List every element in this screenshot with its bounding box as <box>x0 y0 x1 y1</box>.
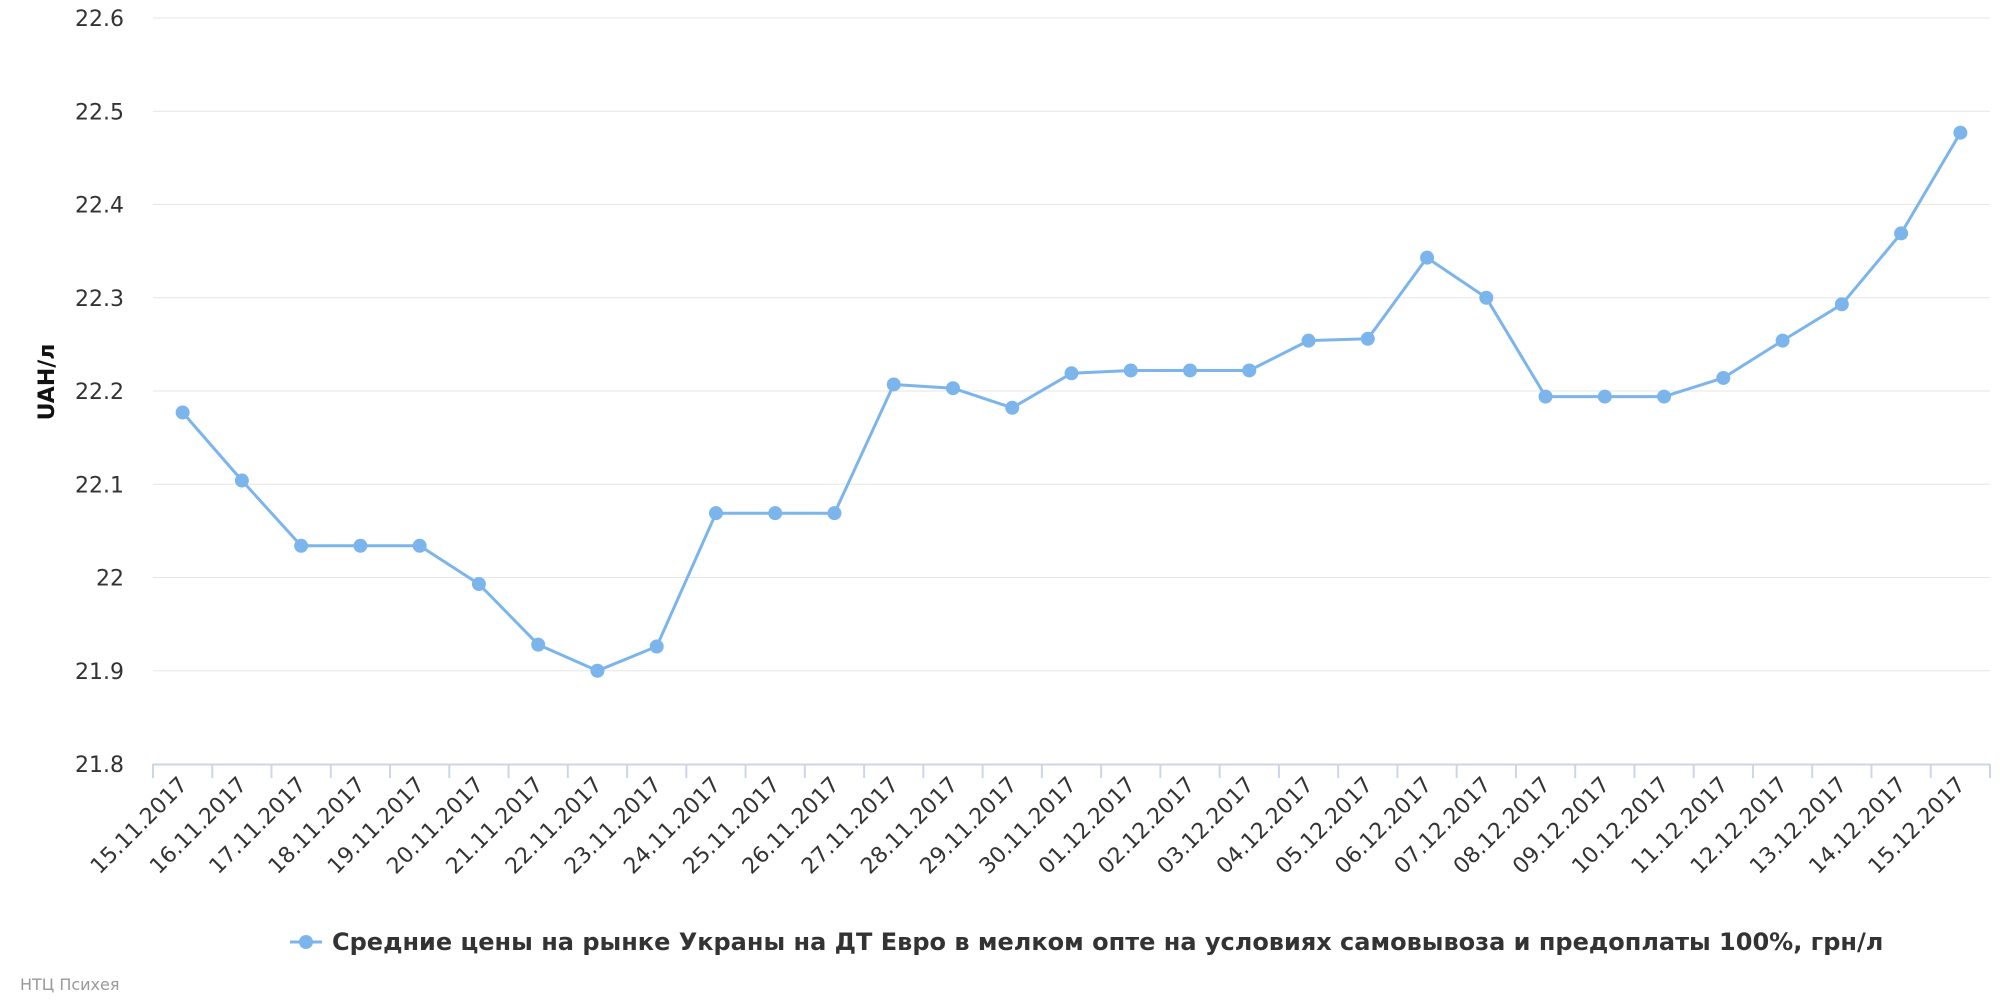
data-point[interactable] <box>649 639 664 654</box>
y-tick-label: 22.2 <box>75 380 124 405</box>
data-point[interactable] <box>234 473 249 488</box>
data-point[interactable] <box>1479 290 1494 305</box>
y-tick-label: 21.9 <box>75 660 124 685</box>
data-point[interactable] <box>412 538 427 553</box>
data-point[interactable] <box>1597 389 1612 404</box>
y-tick-label: 22.5 <box>75 100 124 125</box>
y-tick-label: 21.8 <box>75 753 124 778</box>
data-point[interactable] <box>1657 389 1672 404</box>
data-point[interactable] <box>1064 366 1079 381</box>
y-tick-label: 22 <box>96 567 124 592</box>
data-point[interactable] <box>1775 333 1790 348</box>
legend-item-label[interactable]: Средние цены на рынке Украны на ДТ Евро … <box>332 928 1883 956</box>
credits[interactable]: НТЦ Психея <box>20 975 119 994</box>
data-point[interactable] <box>1005 400 1020 415</box>
data-point[interactable] <box>1894 226 1909 241</box>
series-line <box>181 131 1962 673</box>
y-axis-ticks: 21.8 21.9 22 22.1 22.2 22.3 22.4 22.5 22.6 <box>75 7 124 778</box>
data-point[interactable] <box>1301 333 1316 348</box>
data-point[interactable] <box>1123 363 1138 378</box>
data-point[interactable] <box>945 381 960 396</box>
y-tick-label: 22.6 <box>75 7 124 32</box>
data-point[interactable] <box>471 577 486 592</box>
data-point[interactable] <box>175 405 190 420</box>
y-tick-label: 22.4 <box>75 194 124 219</box>
y-tick-label: 22.3 <box>75 287 124 312</box>
data-point[interactable] <box>1360 331 1375 346</box>
data-point[interactable] <box>708 506 723 521</box>
legend-marker-icon <box>299 935 313 949</box>
y-tick-label: 22.1 <box>75 473 124 498</box>
data-point[interactable] <box>1716 370 1731 385</box>
data-point[interactable] <box>353 538 368 553</box>
data-point[interactable] <box>1420 250 1435 265</box>
data-point[interactable] <box>531 637 546 652</box>
data-point[interactable] <box>1538 389 1553 404</box>
data-point[interactable] <box>1953 125 1968 140</box>
data-point[interactable] <box>1183 363 1198 378</box>
legend[interactable]: Средние цены на рынке Украны на ДТ Евро … <box>290 928 1883 956</box>
data-point[interactable] <box>590 663 605 678</box>
x-axis-ticks: 15.11.201716.11.201717.11.201718.11.2017… <box>86 773 1970 880</box>
data-point[interactable] <box>768 506 783 521</box>
data-point[interactable] <box>827 506 842 521</box>
data-point[interactable] <box>886 377 901 392</box>
data-point[interactable] <box>1834 297 1849 312</box>
y-axis-label: UAH/л <box>35 344 60 421</box>
data-point[interactable] <box>294 538 309 553</box>
data-point[interactable] <box>1242 363 1257 378</box>
grid-lines <box>153 17 1990 672</box>
x-axis <box>152 763 1991 778</box>
series-group <box>175 125 1968 678</box>
